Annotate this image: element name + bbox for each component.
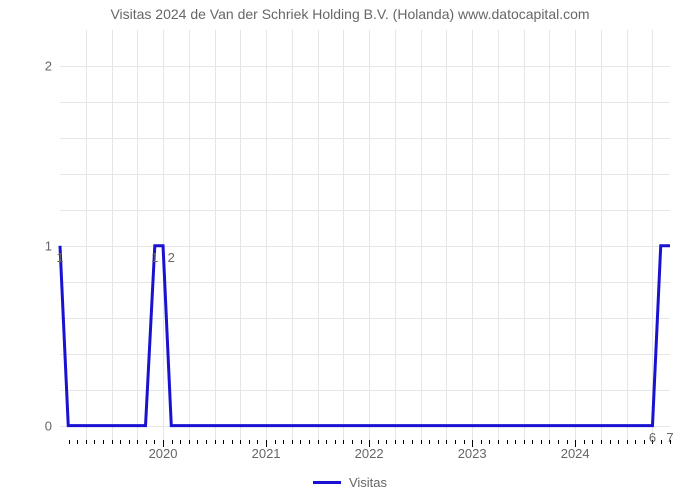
- x-tick-minor: [412, 440, 413, 444]
- x-tick-minor: [129, 440, 130, 444]
- x-tick-minor: [446, 440, 447, 444]
- x-tick-minor: [361, 440, 362, 444]
- x-tick-minor: [86, 440, 87, 444]
- y-tick-label: 2: [45, 58, 52, 73]
- x-tick-major: [266, 440, 267, 447]
- x-tick-label: 2021: [252, 446, 281, 461]
- x-tick-minor: [378, 440, 379, 444]
- legend: Visitas: [0, 475, 700, 490]
- x-tick-minor: [541, 440, 542, 444]
- x-tick-minor: [352, 440, 353, 444]
- x-tick-minor: [189, 440, 190, 444]
- x-tick-major: [163, 440, 164, 447]
- x-tick-minor: [249, 440, 250, 444]
- x-tick-major: [575, 440, 576, 447]
- x-tick-minor: [515, 440, 516, 444]
- value-label: 6: [649, 430, 656, 445]
- x-tick-label: 2024: [561, 446, 590, 461]
- x-tick-minor: [421, 440, 422, 444]
- x-tick-minor: [223, 440, 224, 444]
- legend-swatch: [313, 481, 341, 484]
- x-tick-major: [472, 440, 473, 447]
- x-tick-minor: [94, 440, 95, 444]
- x-tick-minor: [524, 440, 525, 444]
- x-tick-minor: [429, 440, 430, 444]
- x-tick-minor: [481, 440, 482, 444]
- x-tick-minor: [275, 440, 276, 444]
- x-tick-minor: [455, 440, 456, 444]
- x-tick-label: 2020: [149, 446, 178, 461]
- x-tick-minor: [498, 440, 499, 444]
- x-tick-label: 2023: [458, 446, 487, 461]
- x-tick-minor: [549, 440, 550, 444]
- x-tick-minor: [438, 440, 439, 444]
- x-tick-minor: [206, 440, 207, 444]
- x-tick-minor: [240, 440, 241, 444]
- y-tick-label: 0: [45, 418, 52, 433]
- x-tick-minor: [335, 440, 336, 444]
- x-tick-minor: [489, 440, 490, 444]
- x-tick-label: 2022: [355, 446, 384, 461]
- x-tick-minor: [627, 440, 628, 444]
- x-tick-minor: [232, 440, 233, 444]
- x-tick-minor: [318, 440, 319, 444]
- x-tick-minor: [112, 440, 113, 444]
- value-label: 2: [168, 250, 175, 265]
- x-tick-minor: [567, 440, 568, 444]
- y-tick-label: 1: [45, 238, 52, 253]
- x-tick-minor: [601, 440, 602, 444]
- x-tick-minor: [215, 440, 216, 444]
- x-tick-minor: [180, 440, 181, 444]
- x-tick-minor: [661, 440, 662, 444]
- x-tick-minor: [69, 440, 70, 444]
- x-tick-minor: [137, 440, 138, 444]
- x-tick-minor: [103, 440, 104, 444]
- legend-label: Visitas: [349, 475, 387, 490]
- x-tick-minor: [283, 440, 284, 444]
- chart-container: Visitas 2024 de Van der Schriek Holding …: [0, 0, 700, 500]
- x-tick-minor: [309, 440, 310, 444]
- x-tick-minor: [464, 440, 465, 444]
- x-tick-minor: [584, 440, 585, 444]
- plot-area: 0122020202120222023202411267: [60, 30, 670, 440]
- chart-title: Visitas 2024 de Van der Schriek Holding …: [0, 6, 700, 22]
- x-tick-minor: [395, 440, 396, 444]
- x-tick-minor: [403, 440, 404, 444]
- x-tick-minor: [326, 440, 327, 444]
- x-tick-minor: [610, 440, 611, 444]
- x-tick-minor: [507, 440, 508, 444]
- x-tick-minor: [635, 440, 636, 444]
- x-tick-minor: [257, 440, 258, 444]
- x-tick-minor: [146, 440, 147, 444]
- value-label: 1: [151, 250, 158, 265]
- value-label: 1: [56, 250, 63, 265]
- x-tick-minor: [644, 440, 645, 444]
- x-tick-minor: [197, 440, 198, 444]
- x-tick-minor: [120, 440, 121, 444]
- x-tick-major: [369, 440, 370, 447]
- x-tick-minor: [154, 440, 155, 444]
- x-tick-minor: [558, 440, 559, 444]
- x-tick-minor: [386, 440, 387, 444]
- x-tick-minor: [532, 440, 533, 444]
- x-tick-minor: [292, 440, 293, 444]
- x-tick-minor: [172, 440, 173, 444]
- value-label: 7: [666, 430, 673, 445]
- series-line: [60, 30, 670, 440]
- x-tick-minor: [592, 440, 593, 444]
- x-tick-minor: [77, 440, 78, 444]
- x-tick-minor: [618, 440, 619, 444]
- x-tick-minor: [343, 440, 344, 444]
- x-tick-minor: [300, 440, 301, 444]
